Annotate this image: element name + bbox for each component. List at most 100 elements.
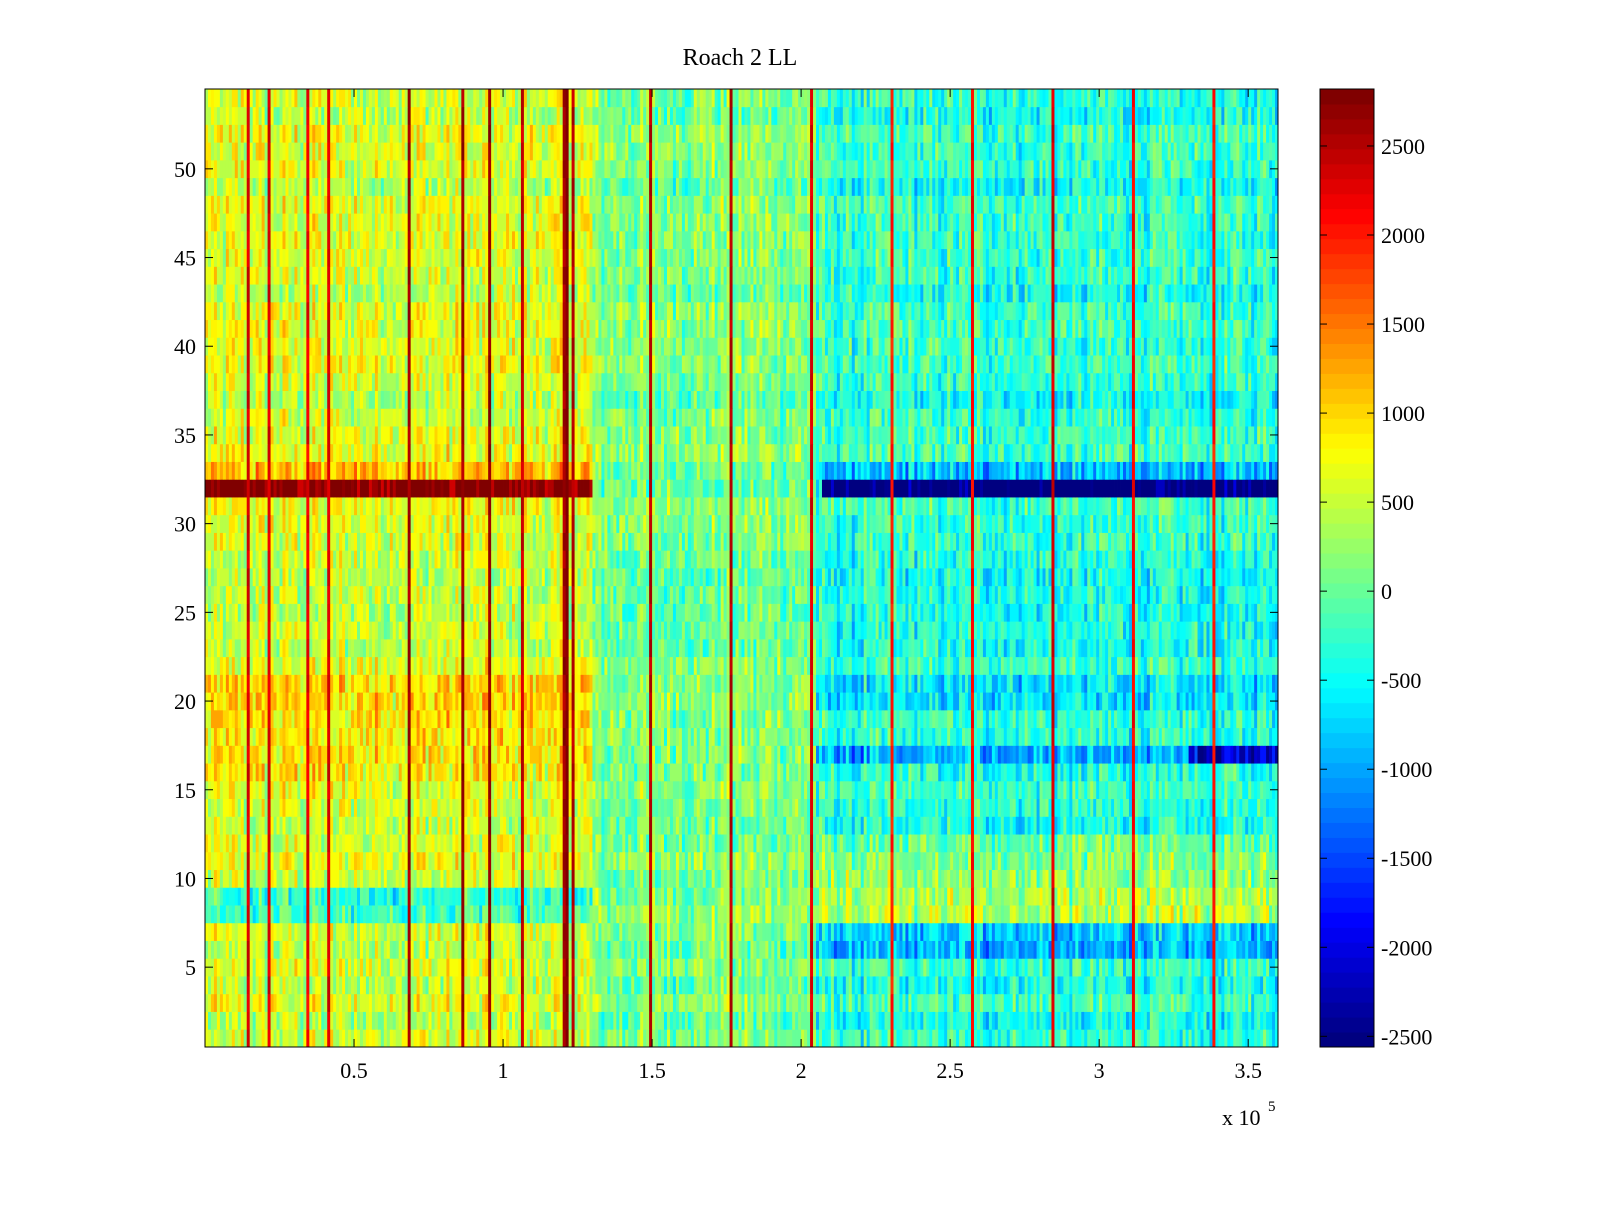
heatmap-cell: [750, 940, 754, 959]
heatmap-cell: [1012, 922, 1017, 941]
heatmap-cell: [666, 887, 671, 906]
heatmap-cell: [497, 887, 501, 906]
heatmap-cell: [449, 1011, 453, 1030]
heatmap-cell: [526, 798, 531, 817]
heatmap-cell: [959, 993, 963, 1012]
heatmap-cell: [968, 887, 972, 906]
heatmap-cell: [699, 940, 704, 959]
heatmap-cell: [568, 816, 573, 835]
heatmap-cell: [1024, 869, 1029, 888]
heatmap-cell: [917, 1011, 921, 1030]
heatmap-cell: [821, 798, 826, 817]
heatmap-cell: [1072, 1011, 1076, 1030]
heatmap-cell: [1087, 976, 1091, 995]
heatmap-cell: [428, 834, 432, 853]
heatmap-cell: [282, 993, 286, 1012]
heatmap-cell: [494, 922, 498, 941]
heatmap-cell: [479, 922, 483, 941]
heatmap-cell: [878, 851, 882, 870]
heatmap-cell: [383, 976, 388, 995]
heatmap-cell: [914, 887, 918, 906]
heatmap-cell: [792, 905, 796, 924]
heatmap-cell: [857, 993, 862, 1012]
heatmap-cell: [1233, 851, 1237, 870]
heatmap-cell: [968, 1029, 972, 1048]
heatmap-cell: [216, 993, 221, 1012]
heatmap-cell: [1048, 993, 1052, 1012]
heatmap-cell: [839, 834, 844, 853]
heatmap-cell: [526, 922, 531, 941]
heatmap-cell: [228, 1011, 233, 1030]
heatmap-cell: [789, 798, 793, 817]
heatmap-cell: [556, 922, 561, 941]
heatmap-cell: [437, 816, 441, 835]
heatmap-cell: [717, 851, 722, 870]
heatmap-cell: [965, 976, 969, 995]
heatmap-cell: [359, 905, 364, 924]
heatmap-cell: [318, 851, 322, 870]
heatmap-cell: [753, 922, 757, 941]
heatmap-cell: [1197, 887, 1201, 906]
heatmap-cell: [1167, 940, 1172, 959]
heatmap-cell: [675, 922, 680, 941]
heatmap-cell: [956, 940, 960, 959]
heatmap-cell: [1185, 905, 1189, 924]
heatmap-cell: [586, 1029, 590, 1048]
heatmap-cell: [833, 1029, 838, 1048]
heatmap-cell: [500, 887, 504, 906]
heatmap-cell: [1114, 1029, 1118, 1048]
heatmap-cell: [461, 816, 465, 835]
heatmap-cell: [1251, 816, 1255, 835]
heatmap-cell: [705, 1011, 710, 1030]
heatmap-cell: [792, 798, 796, 817]
heatmap-cell: [643, 816, 647, 835]
heatmap-cell: [1197, 834, 1201, 853]
heatmap-cell: [535, 887, 540, 906]
heatmap-cell: [568, 940, 573, 959]
heatmap-cell: [631, 905, 635, 924]
heatmap-cell: [309, 798, 313, 817]
heatmap-cell: [446, 1011, 450, 1030]
heatmap-cell: [1272, 851, 1276, 870]
heatmap-cell: [979, 887, 984, 906]
heatmap-cell: [771, 922, 775, 941]
heatmap-cell: [675, 993, 680, 1012]
heatmap-cell: [213, 816, 218, 835]
heatmap-cell: [541, 798, 546, 817]
heatmap-cell: [1024, 816, 1029, 835]
heatmap-cell: [249, 816, 254, 835]
heatmap-cell: [1105, 976, 1109, 995]
heatmap-cell: [1131, 993, 1136, 1012]
heatmap-cell: [890, 958, 894, 977]
heatmap-cell: [550, 816, 555, 835]
heatmap-cell: [282, 816, 286, 835]
heatmap-cell: [309, 958, 313, 977]
heatmap-cell: [568, 958, 573, 977]
heatmap-cell: [780, 887, 784, 906]
heatmap-cell: [1084, 798, 1088, 817]
heatmap-cell: [598, 976, 602, 995]
heatmap-cell: [237, 798, 242, 817]
heatmap-cell: [485, 976, 489, 995]
heatmap-cell: [1012, 887, 1017, 906]
heatmap-cell: [717, 976, 722, 995]
heatmap-cell: [747, 958, 751, 977]
heatmap-cell: [637, 940, 641, 959]
heatmap-cell: [756, 851, 760, 870]
heatmap-cell: [306, 887, 310, 906]
heatmap-cell: [830, 993, 835, 1012]
heatmap-cell: [920, 834, 924, 853]
heatmap-cell: [675, 816, 680, 835]
heatmap-cell: [365, 993, 370, 1012]
heatmap-cell: [503, 905, 507, 924]
heatmap-cell: [1128, 869, 1133, 888]
heatmap-cell: [407, 816, 412, 835]
heatmap-cell: [661, 922, 665, 941]
heatmap-cell: [729, 869, 733, 888]
heatmap-cell: [813, 798, 817, 817]
heatmap-cell: [696, 940, 701, 959]
heatmap-cell: [917, 834, 921, 853]
heatmap-cell: [839, 922, 844, 941]
heatmap-cell: [359, 887, 364, 906]
heatmap-cell: [1123, 851, 1127, 870]
